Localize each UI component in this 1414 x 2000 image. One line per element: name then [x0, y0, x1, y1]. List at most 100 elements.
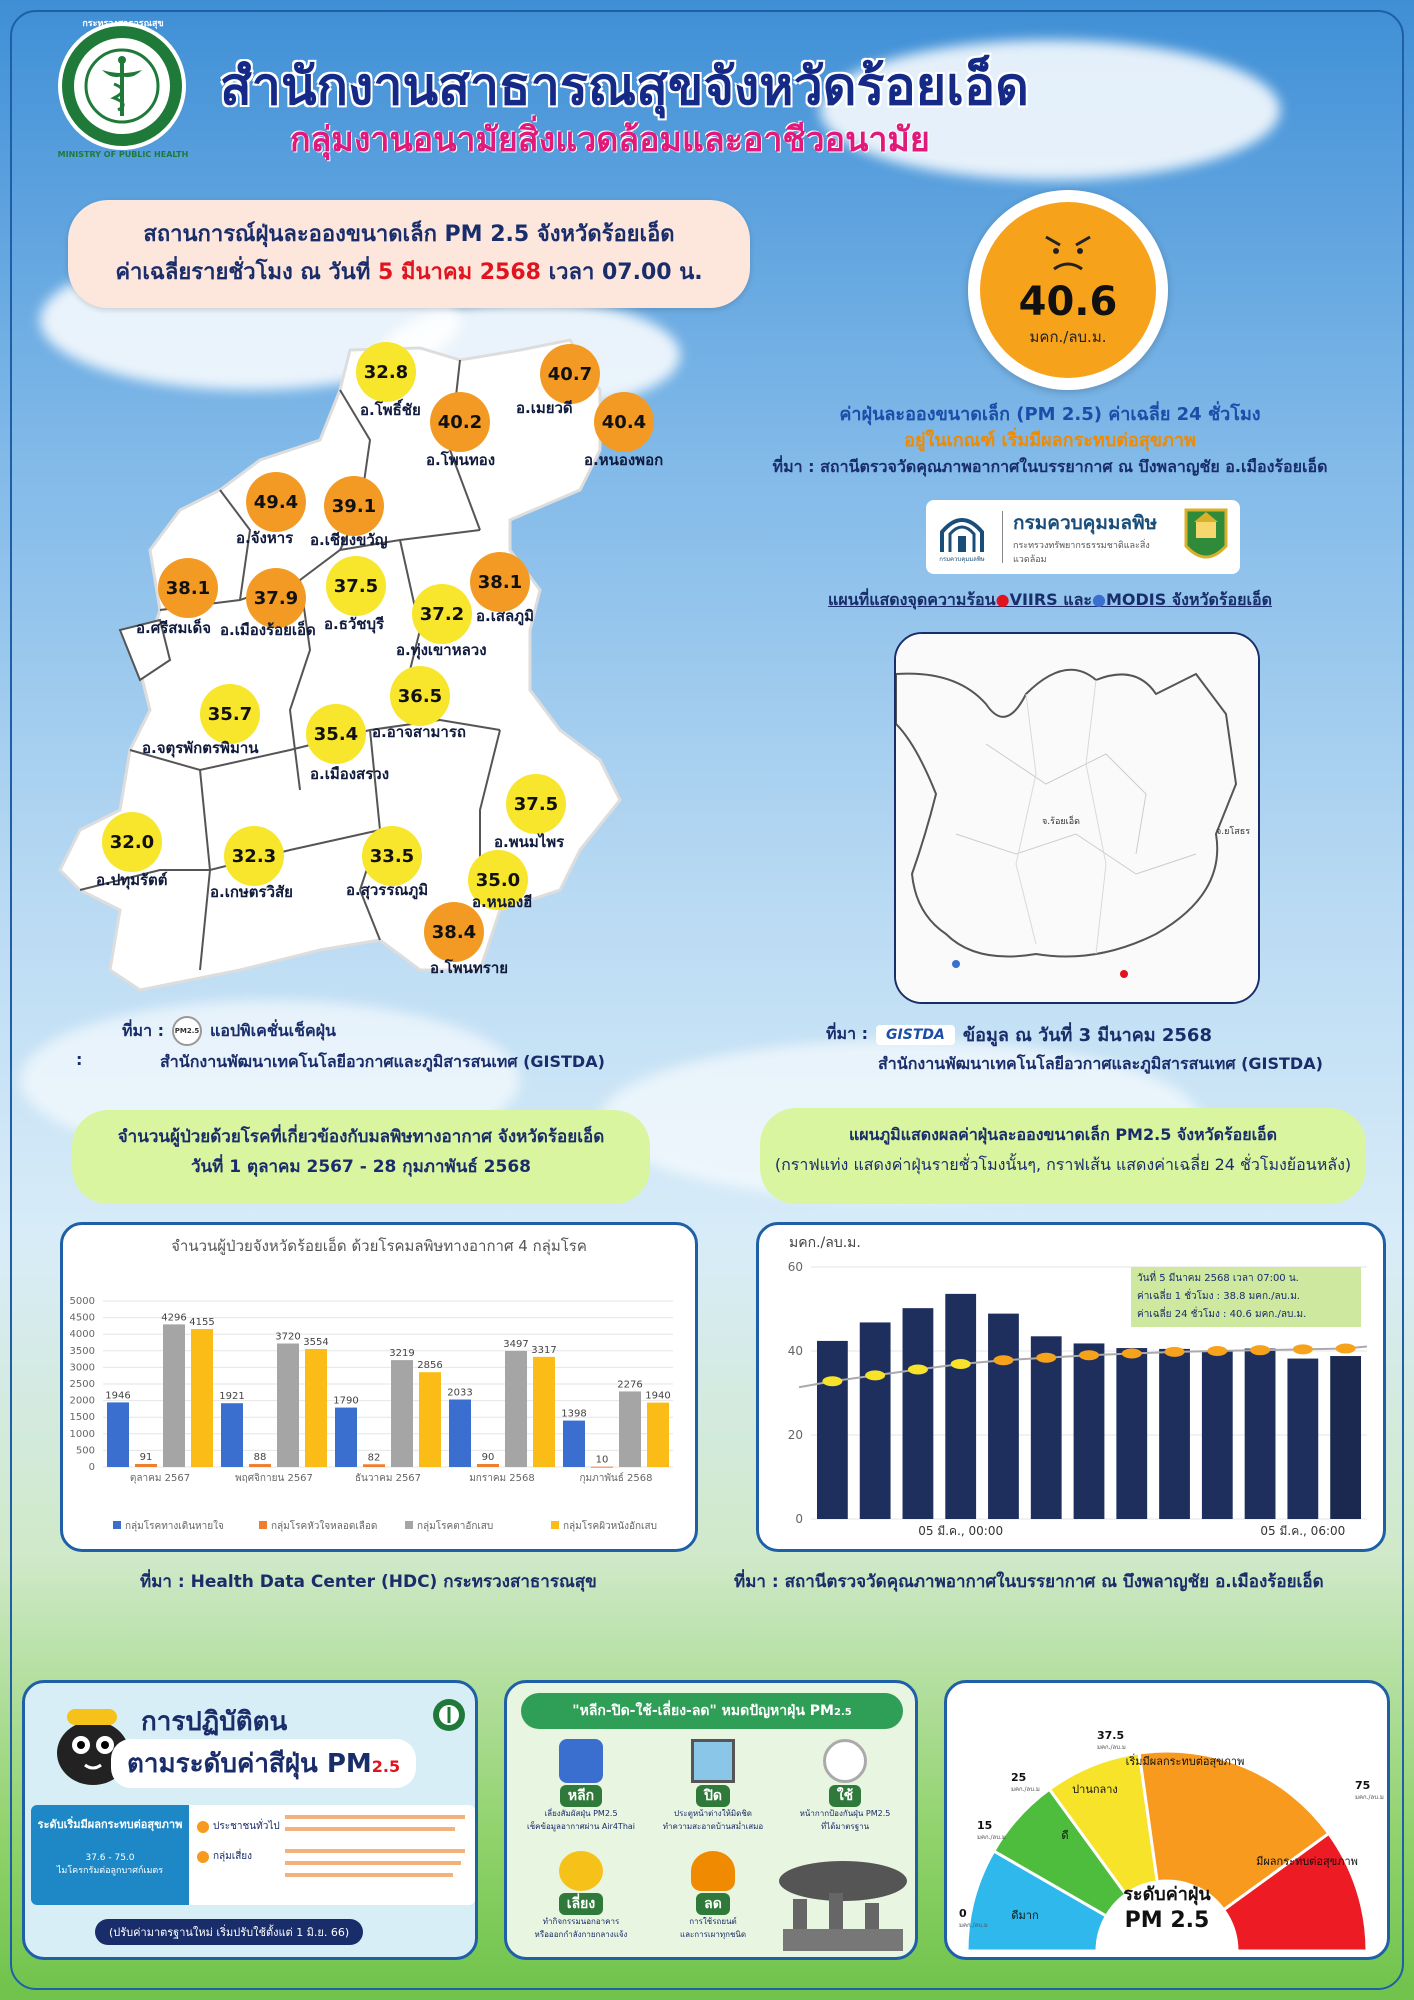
avg24-point: [822, 1376, 843, 1387]
district-value-thungkhaoluang: 37.2: [412, 584, 472, 644]
hourly-bar: [1073, 1343, 1105, 1519]
patients-chart: จำนวนผู้ป่วยจังหวัดร้อยเอ็ด ด้วยโรคมลพิษ…: [70, 1236, 673, 1532]
bar: [221, 1403, 243, 1467]
gauge-band-label: ปานกลาง: [1072, 1783, 1118, 1796]
y-tick-label: 60: [788, 1260, 803, 1274]
district-name-nonghi: อ.หนองฮี: [472, 893, 533, 911]
practice-level-label: ระดับเริ่มมีผลกระทบต่อสุขภาพ: [37, 1818, 183, 1831]
campaign-text1-avoid: เลี่ยงสัมผัสฝุ่น PM2.5: [544, 1809, 618, 1818]
avg24-point: [993, 1355, 1014, 1366]
practice-risk-label: กลุ่มเสี่ยง: [213, 1851, 253, 1862]
y-tick-label: 2000: [70, 1396, 95, 1407]
legend-label: กลุ่มโรคหัวใจหลอดเลือด: [271, 1519, 377, 1532]
map-source: ที่มา : PM2.5 แอปพิเคชั่นเช็คฝุ่น: [122, 1016, 336, 1046]
campaign-item-refrain: เลี่ยง ทำกิจกรรมนอกอาคาร หรือออกกำลังกาย…: [521, 1851, 641, 1941]
district-name-chiangkhwan: อ.เชียงขวัญ: [310, 531, 388, 549]
y-tick-label: 1000: [70, 1429, 95, 1440]
practice-risk: กลุ่มเสี่ยง: [197, 1849, 252, 1864]
pm-graph-source: ที่มา : สถานีตรวจวัดคุณภาพอากาศในบรรยากา…: [734, 1572, 1324, 1592]
logo-caption: MINISTRY OF PUBLIC HEALTH: [57, 150, 189, 159]
district-name-atsamat: อ.อาจสามารถ: [372, 723, 466, 741]
chart-title: จำนวนผู้ป่วยจังหวัดร้อยเอ็ด ด้วยโรคมลพิษ…: [171, 1236, 587, 1256]
district-value-pathumrat: 32.0: [102, 812, 162, 872]
map-source-prefix: ที่มา :: [122, 1020, 165, 1040]
patients-banner-line2: วันที่ 1 ตุลาคม 2567 - 28 กุมภาพันธ์ 256…: [190, 1157, 531, 1177]
campaign-text1-close: ประตูหน้าต่างให้มิดชิด: [674, 1809, 752, 1818]
gauge-band-label: ดี: [1061, 1829, 1068, 1842]
gistda-logo: GISTDA: [876, 1024, 955, 1045]
pcd-ministry: กระทรวงทรัพยากรธรรมชาติและสิ่งแวดล้อม: [1013, 541, 1150, 565]
avg24-point: [865, 1370, 886, 1381]
y-tick-label: 3500: [70, 1346, 95, 1357]
district-map: 32.8 อ.โพธิ์ชัย 40.7 อ.เมยวดี 40.2 อ.โพน…: [40, 330, 740, 1010]
y-axis-title: มคก./ลบ.ม.: [789, 1235, 861, 1251]
data-label: 3317: [531, 1345, 556, 1356]
bar: [163, 1324, 185, 1467]
text-line-decoration: [285, 1827, 455, 1831]
district-name-phanomphrai: อ.พนมไพร: [494, 833, 565, 851]
hotspot-map-svg: [896, 634, 1258, 1002]
district-value-mueangsuang: 35.4: [306, 704, 366, 764]
gauge-center-label: ระดับค่าฝุ่น PM 2.5: [1097, 1879, 1237, 1933]
gauge-band: [1221, 1831, 1369, 1953]
y-tick-label: 0: [795, 1512, 803, 1526]
hotspot-map-title[interactable]: แผนที่แสดงจุดความร้อน●VIIRS และ●MODIS จั…: [760, 588, 1340, 613]
hourly-bar: [902, 1308, 934, 1519]
gauge-band-label: มีผลกระทบต่อสุขภาพ: [1256, 1855, 1358, 1868]
hourly-bar: [816, 1340, 848, 1519]
hotspot-source-prefix: ที่มา :: [826, 1024, 869, 1043]
bar: [305, 1349, 327, 1467]
gauge-tick-unit: มคก./ลบ.ม: [977, 1834, 1006, 1841]
bar: [591, 1466, 613, 1468]
bar: [363, 1464, 385, 1467]
district-value-kasetwisai: 32.3: [224, 826, 284, 886]
practice-general: ประชาชนทั่วไป: [197, 1819, 280, 1834]
district-name-mueangsuang: อ.เมืองสรวง: [310, 765, 390, 783]
hotspot-and: และ: [1057, 590, 1092, 609]
campaign-title-text: "หลีก-ปิด-ใช้-เลี่ยง-ลด" หมดปัญหาฝุ่น PM: [572, 1703, 834, 1719]
district-value-selaphum: 38.1: [470, 552, 530, 612]
district-name-sisomdet: อ.ศรีสมเด็จ: [136, 619, 211, 637]
orange-dot-icon: [197, 1850, 209, 1863]
district-value-suwannaphum: 33.5: [362, 826, 422, 886]
practice-title2-sub: 2.5: [371, 1757, 401, 1776]
campaign-panel: "หลีก-ปิด-ใช้-เลี่ยง-ลด" หมดปัญหาฝุ่น PM…: [504, 1680, 918, 1960]
pcd-logo-box: กรมควบคุมมลพิษ กรมควบคุมมลพิษ กระทรวงทรั…: [926, 500, 1240, 574]
hourly-bar: [945, 1293, 977, 1519]
district-name-pathumrat: อ.ปทุมรัตต์: [96, 871, 168, 889]
patients-chart-panel: จำนวนผู้ป่วยจังหวัดร้อยเอ็ด ด้วยโรคมลพิษ…: [60, 1222, 698, 1552]
hourly-bar: [1244, 1348, 1276, 1519]
district-value-thawatburi: 37.5: [326, 556, 386, 616]
campaign-text2-use: ที่ได้มาตรฐาน: [820, 1822, 870, 1831]
current-pm25-badge: 40.6 มคก./ลบ.ม.: [968, 190, 1168, 390]
situation-time: เวลา 07.00 น.: [540, 260, 703, 285]
gauge-subtitle: PM 2.5: [1124, 1908, 1210, 1933]
data-label: 2276: [617, 1379, 642, 1390]
modis-label: MODIS: [1105, 590, 1167, 609]
avg24-point: [1164, 1346, 1185, 1357]
gauge-tick-value: 0: [959, 1907, 967, 1920]
gauge-tick-value: 15: [977, 1819, 992, 1832]
map-source-org: สำนักงานพัฒนาเทคโนโลยีอวกาศและภูมิสารสนเ…: [160, 1052, 605, 1071]
district-name-kasetwisai: อ.เกษตรวิสัย: [210, 883, 293, 901]
district-value-chiangkhwan: 39.1: [324, 476, 384, 536]
moph-logo: [58, 22, 186, 150]
data-label: 3219: [389, 1348, 414, 1359]
district-value-nonghi: 35.0: [468, 850, 528, 910]
pm-info-24h: ค่าเฉลี่ย 24 ชั่วโมง : 40.6 มคก./ลบ.ม.: [1137, 1309, 1307, 1320]
avg24-point: [1079, 1350, 1099, 1361]
district-value-chaturaphak: 35.7: [200, 684, 260, 744]
bar: [505, 1350, 527, 1467]
bar: [391, 1360, 413, 1467]
x-tick-label: 05 มี.ค., 06:00: [1260, 1524, 1345, 1538]
district-name-mueang: อ.เมืองร้อยเอ็ด: [220, 621, 316, 639]
bar: [107, 1402, 129, 1467]
x-tick-label: ธันวาคม 2567: [355, 1473, 421, 1484]
situation-date-prefix: ค่าเฉลี่ยรายชั่วโมง ณ วันที่: [115, 260, 378, 285]
campaign-head-close: ปิด: [696, 1785, 730, 1807]
district-value-atsamat: 36.5: [390, 666, 450, 726]
pm-graph-panel: มคก./ลบ.ม. 0 20 40 60 05 มี.ค., 00:00 05 มี.ค.…: [756, 1222, 1386, 1552]
data-label: 3720: [275, 1331, 300, 1342]
bar: [477, 1464, 499, 1467]
bar: [135, 1463, 157, 1467]
